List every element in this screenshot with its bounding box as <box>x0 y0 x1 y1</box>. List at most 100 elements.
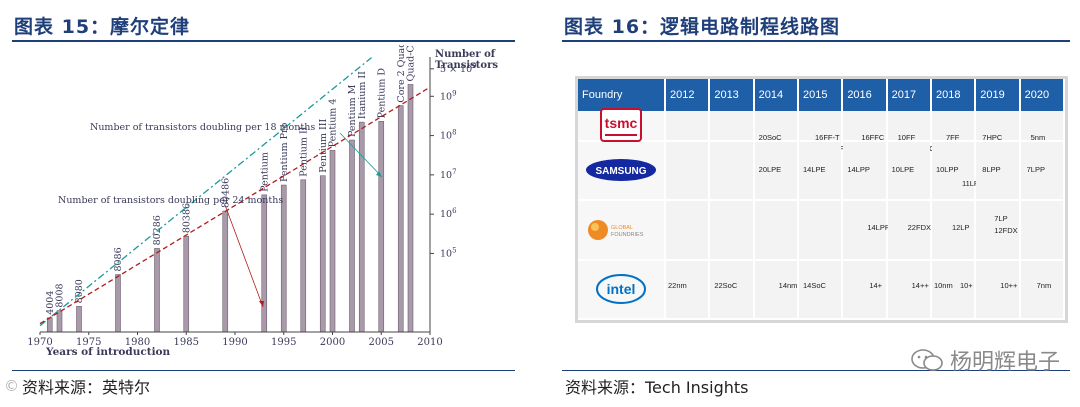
svg-text:intel: intel <box>607 281 636 297</box>
foundry-logo-cell: GLOBAL FOUNDRIES <box>578 200 666 261</box>
bar-80386 <box>183 235 190 333</box>
x-axis-label: Years of introduction <box>45 346 171 358</box>
foundry-logo-cell: tsmc <box>578 108 666 143</box>
bar-label: Pentium <box>259 152 270 192</box>
table-cell <box>709 111 755 142</box>
process-node-label: 20SoC <box>758 133 782 142</box>
process-node-label: 10LPE <box>891 164 915 174</box>
annotation-24-arrowhead <box>259 301 264 307</box>
bar-pentium-pro <box>280 184 287 333</box>
right-figure-title: 图表 16：逻辑电路制程线路图 <box>564 16 841 38</box>
bar-quad-core-itanium <box>407 84 414 333</box>
svg-text:tsmc: tsmc <box>605 115 638 131</box>
bar-label: 8080 <box>74 279 85 303</box>
process-node-label: 20LPE <box>758 164 782 174</box>
y-tick-label: 109 <box>440 89 457 102</box>
x-tick-label: 1990 <box>222 337 247 348</box>
bar-pentium <box>261 194 268 333</box>
table-cell: 10LPP 11LPP <box>930 140 984 202</box>
svg-text:SAMSUNG: SAMSUNG <box>595 166 646 177</box>
table-cell: 10++ <box>975 259 1021 321</box>
header-year-2015: 2015 <box>797 79 844 111</box>
table-cell: 12LP <box>930 200 977 261</box>
table-cell: 14+ <box>842 259 888 321</box>
bar-8086 <box>115 274 121 333</box>
table-cell <box>665 200 711 261</box>
table-cell: 22FDX <box>886 200 932 261</box>
table-cell <box>709 140 755 202</box>
process-node-label: 14nm <box>778 280 798 290</box>
bar-8008 <box>56 310 63 333</box>
process-node-label: 14LPP <box>847 164 870 174</box>
header-year-2012: 2012 <box>665 79 711 111</box>
bar-label: Pentium D <box>376 68 387 119</box>
process-node-label: 14++ <box>911 280 929 290</box>
process-node-label: 10+ <box>959 280 973 290</box>
process-node-label: 5nm <box>1030 133 1046 142</box>
process-node-label: 7HPC <box>982 133 1003 142</box>
header-year-2017: 2017 <box>886 79 932 111</box>
bar-pentium-d <box>378 121 385 333</box>
table-cell: 7HPC7FF+ <box>975 111 1021 153</box>
table-cell: 7nm <box>1019 259 1066 321</box>
left-watermark: © <box>4 377 19 395</box>
samsung-logo: SAMSUNG <box>586 159 656 182</box>
y-tick-label: 108 <box>440 129 457 142</box>
right-title-rule <box>562 40 1070 42</box>
process-node-label: 10++ <box>1000 280 1018 290</box>
annotation-24-pointer <box>224 204 264 308</box>
bar-label: 8008 <box>55 283 66 307</box>
x-tick-label: 1995 <box>271 337 296 348</box>
bar-core-2-quad <box>397 105 404 333</box>
table-cell: 14LPE <box>797 140 844 202</box>
bar-label: 4004 <box>45 291 56 315</box>
y-tick-label: 5 × 109 <box>440 62 477 75</box>
table-cell: 10nm 10+ <box>930 259 977 321</box>
table-header-row: Foundry 2012 2013 2014 2015 2016 2017 2018 2019 2… <box>578 79 1066 111</box>
globalfoundries-logo: GLOBAL FOUNDRIES <box>588 219 644 240</box>
process-node-label: 12FDX <box>994 226 1018 236</box>
y-tick-label: 105 <box>440 246 457 259</box>
table-row: tsmc 28HPM20SoC28HPC16FF-T16FF+16FFC10FF… <box>578 108 1066 156</box>
watermark: 杨明辉电子 <box>910 344 1060 376</box>
y-axis-ticks: 105 106 107 108 109 5 × 109 <box>430 62 477 259</box>
header-year-2020: 2020 <box>1019 79 1066 111</box>
foundry-roadmap-table: Foundry 2012 2013 2014 2015 2016 2017 2018 2019 2… <box>575 76 1068 323</box>
bar-label: Pentium II <box>298 126 309 176</box>
process-node-label: 7LPP <box>1026 164 1045 174</box>
table-row: GLOBAL FOUNDRIES 14LPP 22FDX 12LP 7LP 12FDX <box>578 200 1066 261</box>
table-cell: 7LPP <box>1019 140 1066 202</box>
bar-8080 <box>76 306 82 333</box>
table-cell: 14nm <box>753 259 799 321</box>
process-node-label: 12LP <box>951 223 970 233</box>
table-cell: 20LPE <box>753 140 799 202</box>
table-cell: 14LPP <box>842 200 890 261</box>
table-cell: 14LPP <box>842 140 888 202</box>
bar-80286 <box>154 248 160 333</box>
table-cell: 5nm <box>1019 111 1066 142</box>
process-node-label: 22FDX <box>907 223 931 233</box>
left-title-rule <box>12 40 515 42</box>
bar-label: Pentium M <box>347 84 358 137</box>
table-row: SAMSUNG 20LPE 14LPE 14LPP 10LPE 10LPP 11LPP 8LP… <box>578 140 1066 202</box>
watermark-text: 杨明辉电子 <box>949 350 1060 375</box>
process-node-label: 14LPP <box>867 223 890 233</box>
bar-label: Itanium II <box>357 71 368 119</box>
x-tick-label: 1980 <box>125 337 150 348</box>
bar-80486 <box>222 210 229 333</box>
table-cell: 14SoC <box>797 259 844 321</box>
curve-18-months <box>39 57 372 327</box>
process-node-label: 16FF-T <box>814 133 840 142</box>
bar-pentium-4 <box>329 150 336 333</box>
header-foundry: Foundry <box>578 79 666 111</box>
process-node-label: 8LPP <box>982 164 1001 174</box>
bar-pentium-iii <box>319 175 326 333</box>
y-tick-label: 107 <box>440 168 457 181</box>
process-node-label: 10LPP <box>935 164 959 174</box>
table-cell <box>1019 200 1066 261</box>
process-node-label: 22SoC <box>714 280 738 290</box>
x-tick-label: 2010 <box>417 337 442 348</box>
